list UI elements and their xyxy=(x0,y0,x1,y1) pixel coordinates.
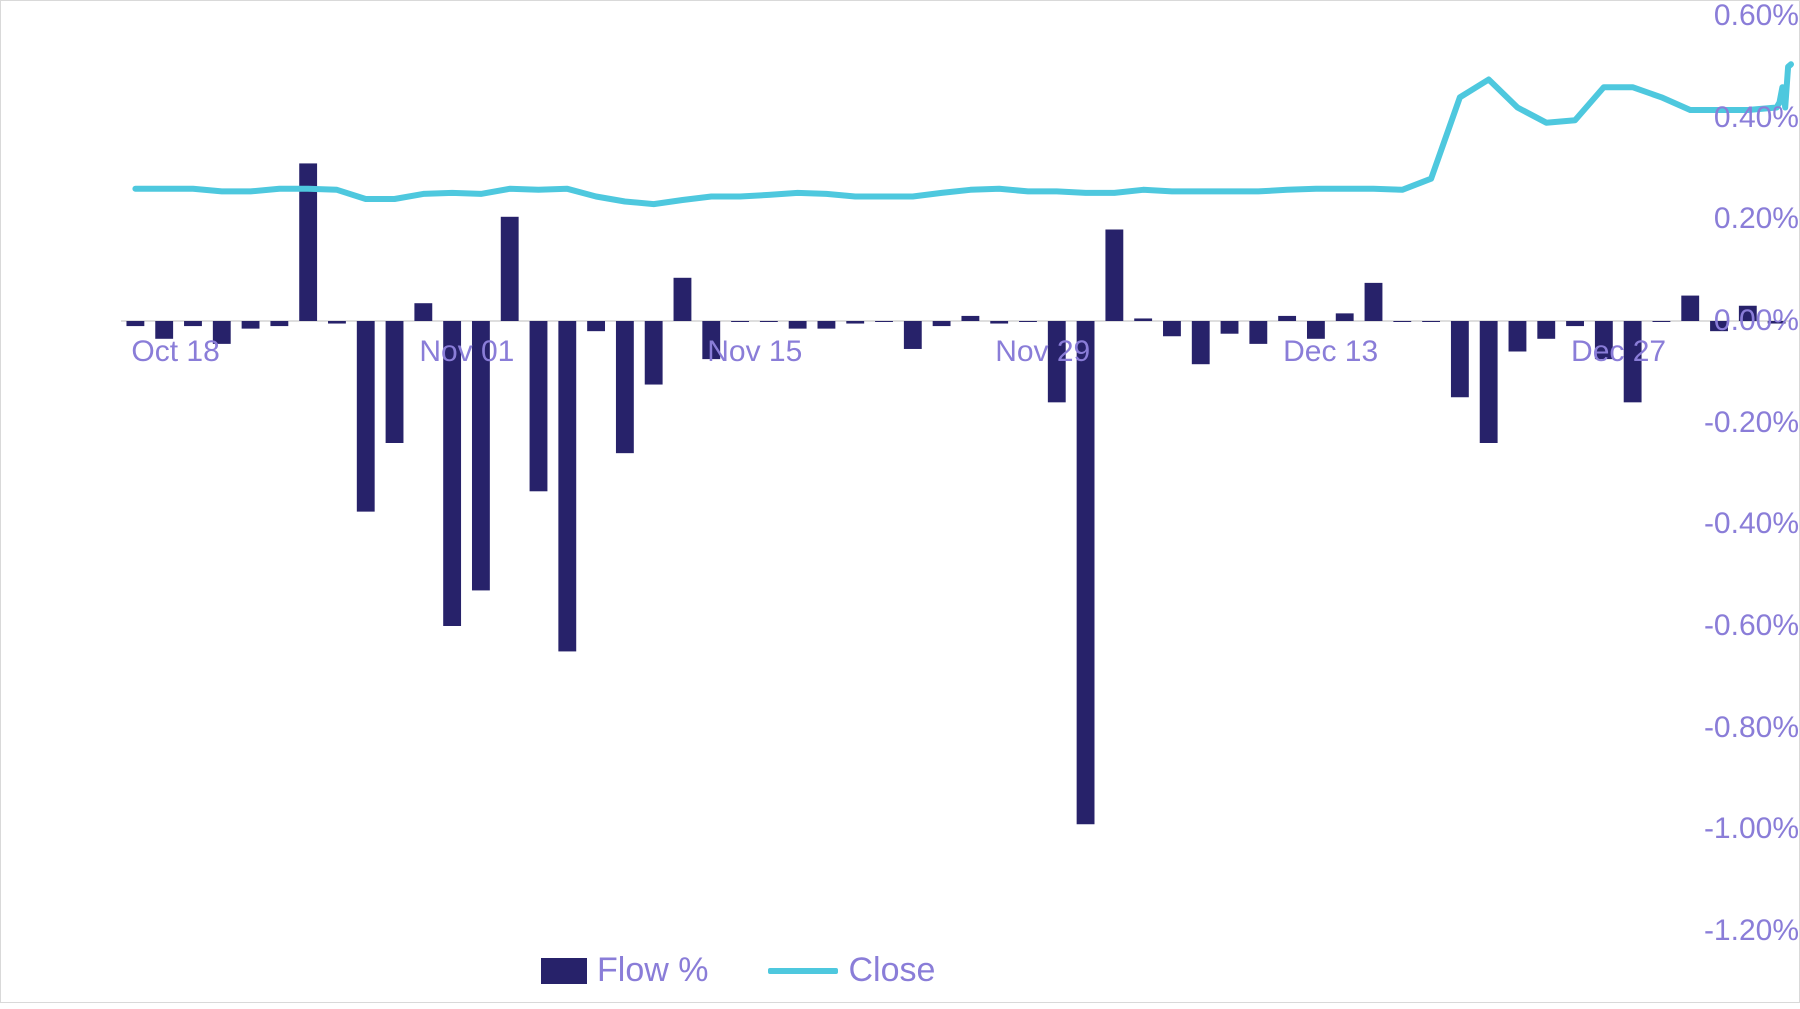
x-tick-label: Nov 01 xyxy=(419,335,514,369)
flow-bar xyxy=(1422,321,1440,322)
flow-bar xyxy=(1163,321,1181,336)
legend-swatch-line xyxy=(768,968,838,974)
flow-bar xyxy=(1451,321,1469,397)
flow-bar xyxy=(414,303,432,321)
flow-bar xyxy=(990,321,1008,324)
y-tick-label: -1.20% xyxy=(1693,914,1799,948)
flow-bar xyxy=(645,321,663,385)
flow-bar xyxy=(1278,316,1296,321)
y-tick-label: -1.00% xyxy=(1693,812,1799,846)
flow-bar xyxy=(1365,283,1383,321)
x-tick-label: Oct 18 xyxy=(131,335,219,369)
y-tick-label: -0.40% xyxy=(1693,507,1799,541)
y-tick-label: 0.40% xyxy=(1693,101,1799,135)
legend: Flow % Close xyxy=(541,951,935,990)
flow-bar xyxy=(961,316,979,321)
flow-bar xyxy=(328,321,346,324)
flow-bar xyxy=(760,321,778,322)
flow-bar xyxy=(674,278,692,321)
flow-bar xyxy=(1192,321,1210,364)
flow-bar xyxy=(731,321,749,322)
flow-bar xyxy=(357,321,375,512)
flow-bar xyxy=(1221,321,1239,334)
y-tick-label: -0.80% xyxy=(1693,711,1799,745)
flow-bar xyxy=(386,321,404,443)
y-tick-label: 0.20% xyxy=(1693,202,1799,236)
flow-bar xyxy=(616,321,634,453)
legend-item: Flow % xyxy=(541,951,708,990)
legend-swatch-bar xyxy=(541,958,587,984)
flow-bar xyxy=(1077,321,1095,824)
flow-bar xyxy=(1393,321,1411,322)
flow-bar xyxy=(1509,321,1527,352)
flow-bar xyxy=(1249,321,1267,344)
flow-bar xyxy=(587,321,605,331)
flow-bar xyxy=(1336,313,1354,321)
x-tick-label: Dec 13 xyxy=(1283,335,1378,369)
x-tick-label: Nov 15 xyxy=(707,335,802,369)
x-tick-label: Dec 27 xyxy=(1571,335,1666,369)
flow-bar xyxy=(1105,230,1123,322)
chart-container: 0.60% 0.40% 0.20% 0.00% -0.20% -0.40% -0.60% -0… xyxy=(0,0,1800,1003)
y-tick-label: -0.60% xyxy=(1693,609,1799,643)
flow-bar xyxy=(184,321,202,326)
flow-bar xyxy=(818,321,836,329)
flow-bar xyxy=(1566,321,1584,326)
flow-bar xyxy=(875,321,893,322)
flow-bar xyxy=(501,217,519,321)
y-tick-label: -0.20% xyxy=(1693,406,1799,440)
legend-item: Close xyxy=(768,951,935,990)
legend-label: Close xyxy=(848,951,935,990)
flow-bar xyxy=(1134,318,1152,321)
y-tick-label: 0.00% xyxy=(1693,304,1799,338)
x-tick-label: Nov 29 xyxy=(995,335,1090,369)
flow-bar xyxy=(1537,321,1555,339)
flow-bar xyxy=(126,321,144,326)
flow-bar xyxy=(530,321,548,491)
flow-bar xyxy=(242,321,260,329)
flow-bar xyxy=(789,321,807,329)
flow-bar xyxy=(904,321,922,349)
y-tick-label: 0.60% xyxy=(1693,0,1799,33)
flow-bar xyxy=(1019,321,1037,322)
flow-bar xyxy=(1653,321,1671,322)
flow-bar xyxy=(270,321,288,326)
close-line xyxy=(135,64,1791,204)
flow-bar xyxy=(558,321,576,651)
chart-svg xyxy=(1,1,1800,1004)
flow-bar xyxy=(846,321,864,324)
legend-label: Flow % xyxy=(597,951,708,990)
flow-bar xyxy=(1480,321,1498,443)
flow-bar xyxy=(933,321,951,326)
